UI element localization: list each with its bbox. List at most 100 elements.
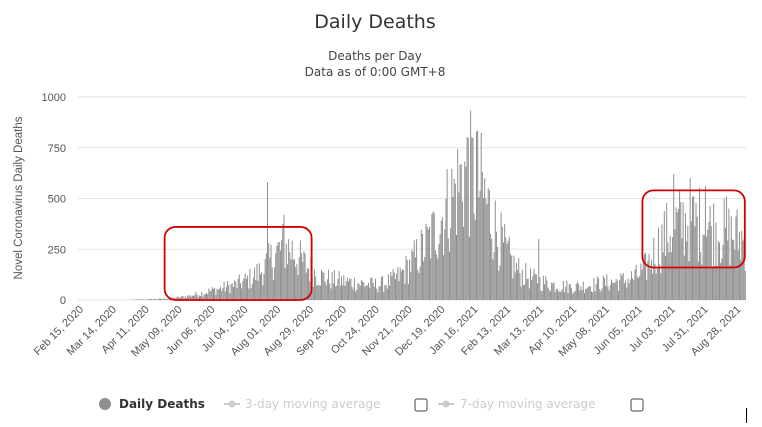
bar[interactable] — [333, 270, 335, 300]
bar[interactable] — [433, 212, 435, 300]
bar[interactable] — [164, 299, 166, 300]
bar[interactable] — [297, 275, 299, 300]
bar[interactable] — [521, 269, 523, 300]
bar[interactable] — [445, 198, 447, 300]
bar[interactable] — [187, 295, 189, 300]
bar[interactable] — [574, 291, 576, 300]
bar[interactable] — [302, 261, 304, 300]
bar[interactable] — [345, 281, 347, 300]
bar[interactable] — [555, 288, 557, 300]
bar[interactable] — [610, 279, 612, 300]
bar[interactable] — [588, 286, 590, 300]
bar[interactable] — [350, 278, 352, 300]
bar[interactable] — [721, 258, 723, 300]
bar[interactable] — [269, 257, 271, 300]
checkbox-3day[interactable] — [414, 398, 428, 412]
bar[interactable] — [419, 266, 421, 300]
bar[interactable] — [290, 259, 292, 300]
bar[interactable] — [243, 278, 245, 300]
bar[interactable] — [177, 296, 179, 300]
bar[interactable] — [414, 257, 416, 300]
bar[interactable] — [250, 287, 252, 300]
bar[interactable] — [353, 277, 355, 300]
bar[interactable] — [157, 299, 159, 300]
bar[interactable] — [485, 198, 487, 300]
bar[interactable] — [232, 287, 234, 300]
bar[interactable] — [183, 298, 185, 300]
bar[interactable] — [532, 276, 534, 300]
bar[interactable] — [397, 267, 399, 300]
bar[interactable] — [535, 274, 537, 300]
bar[interactable] — [331, 271, 333, 300]
bar[interactable] — [275, 253, 277, 300]
bar[interactable] — [349, 278, 351, 300]
bar[interactable] — [318, 285, 320, 300]
bar[interactable] — [560, 291, 562, 300]
bar[interactable] — [447, 238, 449, 300]
bar[interactable] — [348, 281, 350, 300]
bar[interactable] — [362, 281, 364, 300]
bar[interactable] — [272, 280, 274, 300]
bar[interactable] — [527, 278, 529, 300]
bar[interactable] — [531, 280, 533, 300]
bar[interactable] — [431, 214, 433, 300]
bar[interactable] — [581, 289, 583, 300]
bar[interactable] — [694, 226, 696, 300]
bar[interactable] — [336, 285, 338, 300]
bar[interactable] — [461, 201, 463, 300]
bar[interactable] — [701, 264, 703, 300]
bar[interactable] — [586, 288, 588, 300]
bar[interactable] — [459, 164, 461, 300]
bar[interactable] — [561, 289, 563, 300]
bar[interactable] — [450, 228, 452, 300]
bar[interactable] — [506, 243, 508, 300]
bar[interactable] — [733, 240, 735, 300]
bar[interactable] — [639, 275, 641, 300]
bar[interactable] — [283, 214, 285, 300]
bar[interactable] — [340, 276, 342, 301]
bar[interactable] — [252, 277, 254, 300]
bar[interactable] — [719, 242, 720, 300]
bar[interactable] — [153, 299, 155, 300]
bar[interactable] — [156, 299, 158, 300]
bar[interactable] — [339, 286, 341, 300]
bar[interactable] — [686, 241, 688, 300]
bar[interactable] — [406, 259, 408, 300]
bar[interactable] — [218, 288, 220, 300]
bar[interactable] — [562, 281, 564, 300]
bar[interactable] — [465, 166, 467, 300]
bar[interactable] — [322, 271, 324, 300]
bar[interactable] — [618, 290, 620, 300]
bar[interactable] — [337, 279, 339, 300]
bar[interactable] — [270, 244, 272, 300]
bar[interactable] — [649, 269, 651, 300]
bar[interactable] — [499, 265, 501, 300]
bar[interactable] — [425, 223, 427, 300]
bar[interactable] — [633, 279, 635, 300]
bar[interactable] — [507, 240, 509, 300]
bar[interactable] — [380, 276, 382, 300]
bar[interactable] — [682, 202, 684, 300]
bar[interactable] — [363, 282, 365, 300]
bar[interactable] — [437, 258, 439, 300]
bar[interactable] — [737, 250, 739, 300]
bar[interactable] — [637, 278, 639, 300]
bar[interactable] — [385, 285, 387, 300]
bar[interactable] — [456, 235, 458, 300]
bar[interactable] — [583, 293, 585, 300]
bar[interactable] — [162, 298, 164, 300]
bar[interactable] — [632, 278, 634, 300]
bar[interactable] — [315, 276, 317, 300]
bar[interactable] — [198, 295, 200, 300]
bar[interactable] — [190, 296, 192, 300]
bar[interactable] — [203, 294, 205, 300]
bar[interactable] — [257, 280, 259, 300]
bar[interactable] — [600, 291, 602, 300]
bar[interactable] — [282, 224, 284, 300]
bar[interactable] — [238, 274, 240, 300]
bar[interactable] — [647, 260, 649, 300]
bar[interactable] — [371, 277, 373, 300]
bar[interactable] — [418, 272, 420, 300]
bar[interactable] — [596, 276, 598, 301]
bar[interactable] — [667, 242, 669, 300]
